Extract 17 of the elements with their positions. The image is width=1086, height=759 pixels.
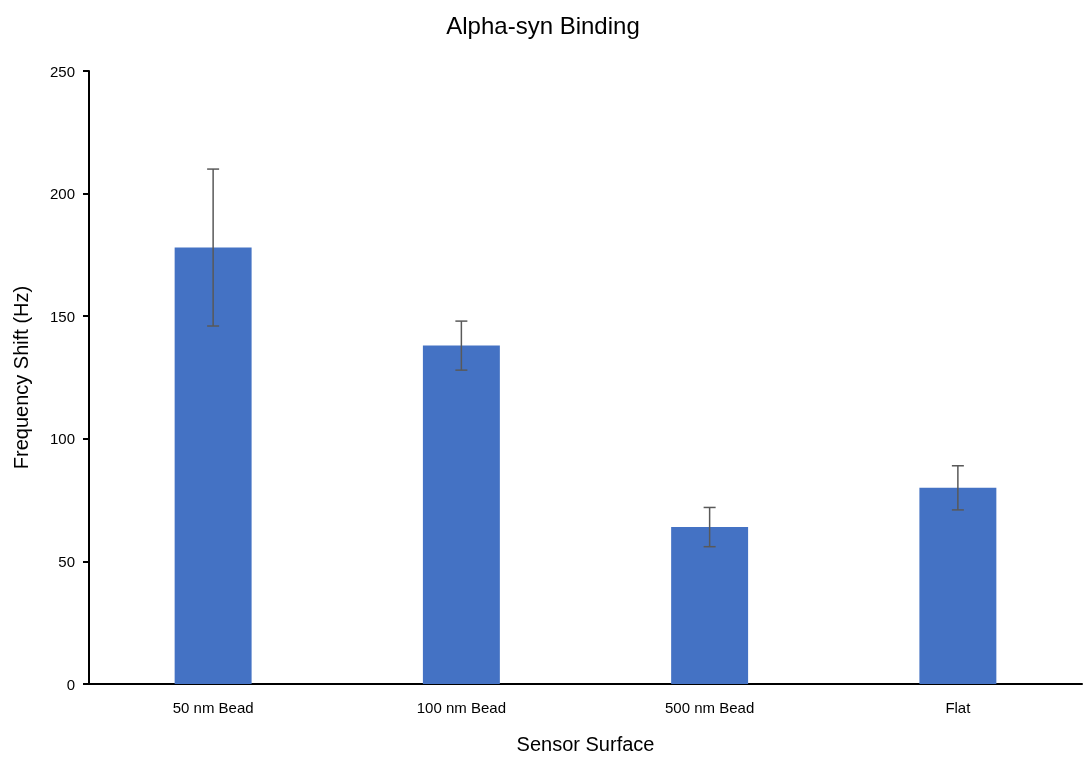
y-tick-label: 250 bbox=[49, 62, 75, 80]
x-tick-label: 100 nm Bead bbox=[416, 699, 506, 716]
x-axis-title: Sensor Surface bbox=[516, 733, 655, 755]
bar bbox=[919, 487, 997, 684]
y-tick-label: 50 bbox=[58, 552, 75, 570]
y-tick-label: 0 bbox=[66, 675, 75, 693]
bar bbox=[422, 345, 500, 684]
bar bbox=[671, 527, 749, 684]
y-tick-label: 150 bbox=[49, 307, 75, 325]
y-tick-label: 200 bbox=[49, 185, 75, 203]
y-axis-title: Frequency Shift (Hz) bbox=[10, 285, 32, 470]
x-tick-label: Flat bbox=[945, 699, 972, 716]
y-tick-label: 100 bbox=[49, 430, 75, 448]
x-tick-label: 50 nm Bead bbox=[172, 699, 254, 716]
bar bbox=[174, 247, 252, 684]
chart-title: Alpha-syn Binding bbox=[446, 11, 640, 39]
x-tick-label: 500 nm Bead bbox=[665, 699, 755, 716]
